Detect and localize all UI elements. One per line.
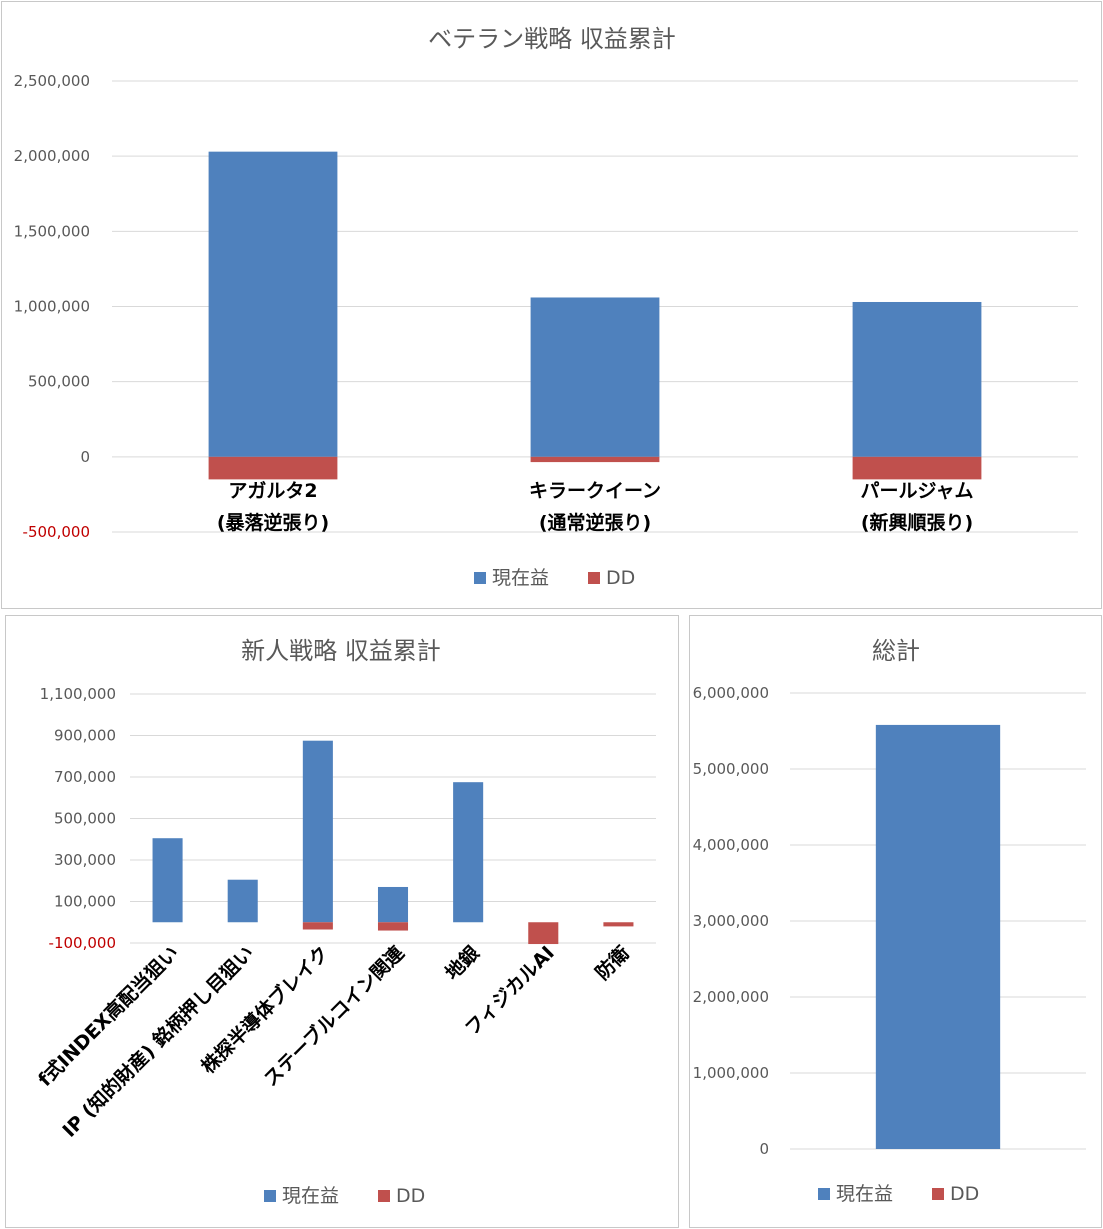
newbie-y-tick-label: 900,000 <box>54 727 116 745</box>
newbie-y-tick-label: 100,000 <box>54 893 116 911</box>
newbie-category-label: 地銀 <box>441 941 484 984</box>
veteran-legend-swatch <box>474 572 486 584</box>
newbie-bar-dd <box>603 922 634 927</box>
veteran-bar-profit <box>530 297 660 457</box>
veteran-legend-label: 現在益 <box>492 567 549 589</box>
veteran-chart: ベテラン戦略 収益累計 -500,000 0 500,000 1,000,000 1,50… <box>14 25 1078 589</box>
total-legend-label: DD <box>950 1183 979 1205</box>
newbie-bar-dd <box>528 922 559 945</box>
newbie-y-tick-label: 1,100,000 <box>40 685 116 703</box>
newbie-y-tick-label: 300,000 <box>54 851 116 869</box>
newbie-y-tick-label: 500,000 <box>54 810 116 828</box>
veteran-chart-panel: ベテラン戦略 収益累計 -500,000 0 500,000 1,000,000 1,50… <box>1 1 1102 609</box>
veteran-y-tick-label: -500,000 <box>23 523 90 541</box>
newbie-bar-dd <box>377 922 409 931</box>
newbie-legend-swatch <box>264 1190 276 1202</box>
veteran-bar-dd <box>208 456 338 480</box>
total-y-tick-label: 4,000,000 <box>693 836 769 854</box>
veteran-legend-swatch <box>588 572 600 584</box>
veteran-category-label: (新興順張り) <box>861 511 973 534</box>
newbie-category-label: f式INDEX高配当狙い <box>33 941 183 1091</box>
veteran-bar-profit <box>852 301 982 457</box>
newbie-bar-profit <box>453 782 484 923</box>
newbie-category-label: 株探半導体ブレイク <box>196 941 333 1078</box>
total-title: 総計 <box>872 637 920 665</box>
newbie-legend-swatch <box>378 1190 390 1202</box>
total-y-tick-label: 5,000,000 <box>693 760 769 778</box>
veteran-category-label: (暴落逆張り) <box>217 511 329 534</box>
veteran-title: ベテラン戦略 収益累計 <box>428 25 676 53</box>
newbie-bar-profit <box>377 886 409 923</box>
total-y-tick-label: 2,000,000 <box>693 988 769 1006</box>
veteran-bar-dd <box>530 456 660 463</box>
veteran-y-tick-label: 500,000 <box>28 373 90 391</box>
total-y-tick-label: 1,000,000 <box>693 1064 769 1082</box>
newbie-y-tick-label: 700,000 <box>54 768 116 786</box>
newbie-bar-profit <box>302 740 333 923</box>
total-y-tick-label: 3,000,000 <box>693 912 769 930</box>
total-y-tick-label: 6,000,000 <box>693 684 769 702</box>
veteran-y-tick-label: 2,500,000 <box>14 72 90 90</box>
newbie-bar-profit <box>227 879 258 923</box>
newbie-title: 新人戦略 収益累計 <box>241 637 441 665</box>
newbie-chart-panel: 新人戦略 収益累計 -100,000 100,000 300,000 500,000 70… <box>5 615 679 1228</box>
newbie-y-tick-label: -100,000 <box>49 934 116 952</box>
total-y-tick-label: 0 <box>759 1140 769 1158</box>
total-legend-swatch <box>818 1188 830 1200</box>
newbie-chart: 新人戦略 収益累計 -100,000 100,000 300,000 500,000 70… <box>33 637 656 1207</box>
total-legend-swatch <box>932 1188 944 1200</box>
newbie-category-label: 防衛 <box>591 941 634 984</box>
veteran-bar-profit <box>208 151 338 457</box>
total-legend-label: 現在益 <box>836 1183 893 1205</box>
veteran-category-label: パールジャム <box>860 480 973 502</box>
veteran-y-tick-label: 0 <box>80 448 90 466</box>
total-chart-panel: 総計 0 1,000,000 2,000,000 3,000,000 4,000,000 5… <box>689 615 1102 1228</box>
veteran-y-tick-label: 1,000,000 <box>14 298 90 316</box>
veteran-category-label: キラークイーン <box>529 480 661 502</box>
veteran-legend-label: DD <box>606 567 635 589</box>
newbie-bar-profit <box>152 838 183 923</box>
newbie-category-label: ステーブルコイン関連 <box>259 941 409 1091</box>
newbie-bar-dd <box>302 922 333 930</box>
newbie-legend-label: 現在益 <box>282 1185 339 1207</box>
total-bar-profit <box>875 724 1001 1149</box>
veteran-y-tick-label: 2,000,000 <box>14 147 90 165</box>
veteran-category-label: (通常逆張り) <box>539 511 651 534</box>
veteran-bar-dd <box>852 456 982 480</box>
total-chart: 総計 0 1,000,000 2,000,000 3,000,000 4,000,000 5… <box>693 637 1086 1205</box>
veteran-category-label: アガルタ2 <box>228 480 317 502</box>
veteran-y-tick-label: 1,500,000 <box>14 222 90 240</box>
newbie-legend-label: DD <box>396 1185 425 1207</box>
